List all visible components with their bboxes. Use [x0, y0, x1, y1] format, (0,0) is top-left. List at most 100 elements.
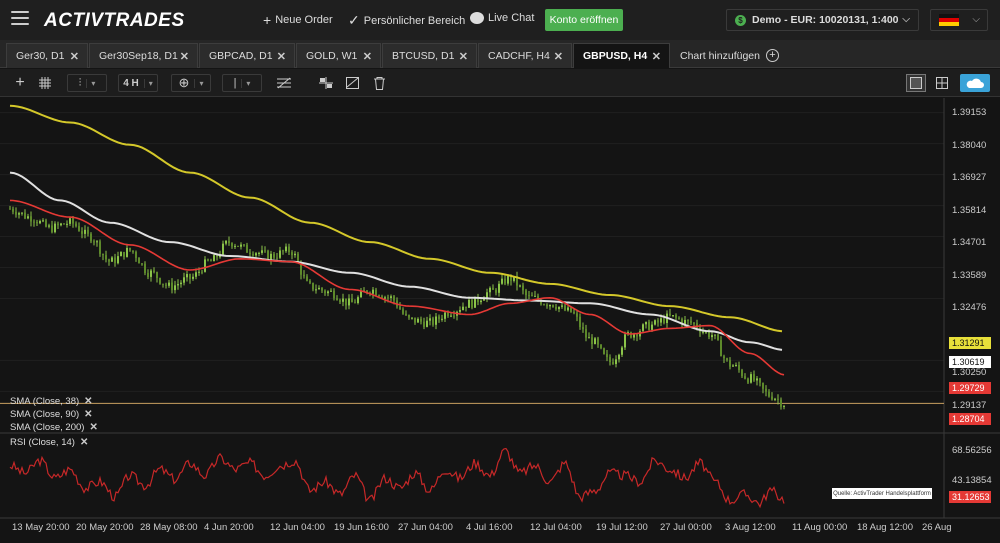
live-chat-button[interactable]: Live Chat — [470, 12, 534, 24]
candle-body — [105, 255, 107, 260]
candle-body — [486, 292, 488, 299]
candle-body — [390, 296, 392, 298]
chart-type-dropdown[interactable]: ⫶ ▾ — [67, 74, 107, 92]
candle-body — [228, 240, 230, 244]
image-export-icon[interactable] — [343, 74, 361, 92]
tab-gold-w1[interactable]: GOLD, W1 ✕ — [296, 43, 381, 68]
language-selector[interactable]: ⌵ — [930, 9, 988, 31]
chart-tab-bar: Ger30, D1 ✕ Ger30Sep18, D1 ✕ GBPCAD, D1 ✕ G… — [0, 40, 1000, 68]
candle-body — [132, 250, 134, 252]
account-selector[interactable]: $ Demo - EUR: 10020131, 1:400 ⌵ — [726, 9, 919, 31]
x-tick-label: 4 Jun 20:00 — [204, 522, 254, 533]
candle-body — [474, 296, 476, 308]
layout-icon[interactable] — [317, 74, 335, 92]
cloud-sync-icon[interactable] — [960, 74, 990, 92]
add-indicator-dropdown[interactable]: ⊕ ▾ — [171, 74, 211, 92]
crosshair-icon[interactable]: + — [15, 74, 25, 91]
drawing-tool-dropdown[interactable]: | ▾ — [222, 74, 262, 92]
fibonacci-icon[interactable] — [275, 74, 293, 92]
candle-body — [495, 289, 497, 293]
close-icon[interactable]: ✕ — [553, 51, 563, 63]
single-layout-icon[interactable] — [906, 74, 926, 92]
grid-icon[interactable] — [36, 74, 54, 92]
candle-body — [318, 287, 320, 290]
add-chart-button[interactable]: Chart hinzufügen + — [672, 43, 782, 68]
personal-area-button[interactable]: ✓ Persönlicher Bereich — [348, 12, 465, 29]
candle-body — [9, 208, 11, 210]
hamburger-menu-icon[interactable] — [11, 11, 29, 27]
chart-gridlines — [0, 112, 944, 392]
candle-body — [654, 320, 656, 325]
tab-gbpcad-d1[interactable]: GBPCAD, D1 ✕ — [199, 43, 295, 68]
candle-body — [681, 318, 683, 325]
tab-ger30-d1[interactable]: Ger30, D1 ✕ — [6, 43, 88, 68]
candle-body — [378, 295, 380, 297]
candle-body — [81, 231, 83, 234]
close-icon[interactable]: ✕ — [84, 409, 93, 420]
candle-body — [102, 253, 104, 256]
close-icon[interactable]: ✕ — [179, 51, 189, 63]
close-icon[interactable]: ✕ — [651, 51, 661, 63]
candle-body — [720, 340, 722, 357]
candle-body — [708, 331, 710, 338]
candle-body — [462, 306, 464, 311]
candle-body — [783, 405, 785, 407]
tab-gbpusd-h4[interactable]: GBPUSD, H4 ✕ — [573, 43, 670, 68]
x-tick-label: 13 May 20:00 — [12, 522, 70, 533]
candle-body — [99, 241, 101, 254]
candle-body — [759, 378, 761, 383]
tab-label: GBPUSD, H4 — [583, 50, 648, 62]
candle-body — [606, 354, 608, 358]
candle-body — [582, 327, 584, 330]
candle-body — [612, 362, 614, 365]
candle-body — [270, 253, 272, 260]
tab-label: Ger30, D1 — [16, 50, 65, 62]
y-tick-label: 1.38040 — [952, 140, 987, 151]
candle-body — [663, 318, 665, 323]
close-icon[interactable]: ✕ — [276, 51, 286, 63]
timeframe-dropdown[interactable]: 4 H ▾ — [118, 74, 158, 92]
tab-ger30sep18-d1[interactable]: Ger30Sep18, D1 ✕ — [89, 43, 198, 68]
close-icon[interactable]: ✕ — [458, 51, 468, 63]
candle-body — [744, 376, 746, 379]
legend-label: SMA (Close, 90) — [10, 409, 80, 420]
candle-body — [168, 282, 170, 286]
close-icon[interactable]: ✕ — [79, 437, 89, 448]
chevron-down-icon: ▾ — [143, 78, 153, 88]
candle-body — [138, 257, 140, 264]
candle-body — [324, 290, 326, 294]
candle-body — [300, 262, 302, 275]
candle-body — [171, 282, 173, 291]
candle-body — [21, 212, 23, 214]
open-account-button[interactable]: Konto eröffnen — [545, 9, 623, 31]
candle-body — [711, 335, 713, 338]
tab-label: BTCUSD, D1 — [392, 50, 455, 62]
legend-sma-200: SMA (Close, 200) ✕ — [10, 422, 98, 433]
trash-icon[interactable] — [370, 74, 388, 92]
candle-body — [111, 257, 113, 262]
legend-label: RSI (Close, 14) — [10, 437, 75, 448]
candle-body — [15, 211, 17, 215]
legend-rsi-14: RSI (Close, 14) ✕ — [10, 437, 88, 448]
tab-cadchf-h4[interactable]: CADCHF, H4 ✕ — [478, 43, 572, 68]
live-chat-label: Live Chat — [488, 12, 535, 24]
candle-body — [165, 284, 167, 286]
price-chart[interactable] — [0, 98, 1000, 543]
timeframe-label: 4 H — [123, 77, 139, 89]
candle-body — [87, 229, 89, 234]
tab-btcusd-d1[interactable]: BTCUSD, D1 ✕ — [382, 43, 477, 68]
close-icon[interactable]: ✕ — [84, 396, 93, 407]
candle-body — [774, 398, 776, 400]
close-icon[interactable]: ✕ — [89, 422, 98, 433]
candle-body — [174, 285, 176, 291]
candle-body — [552, 304, 554, 308]
grid-layout-icon[interactable] — [933, 74, 951, 92]
candle-body — [726, 358, 728, 361]
candle-body — [195, 272, 197, 277]
candle-body — [336, 298, 338, 301]
candle-body — [594, 338, 596, 345]
close-icon[interactable]: ✕ — [69, 51, 79, 63]
close-icon[interactable]: ✕ — [362, 51, 372, 63]
new-order-button[interactable]: + Neue Order — [263, 12, 333, 28]
candle-body — [63, 223, 65, 225]
